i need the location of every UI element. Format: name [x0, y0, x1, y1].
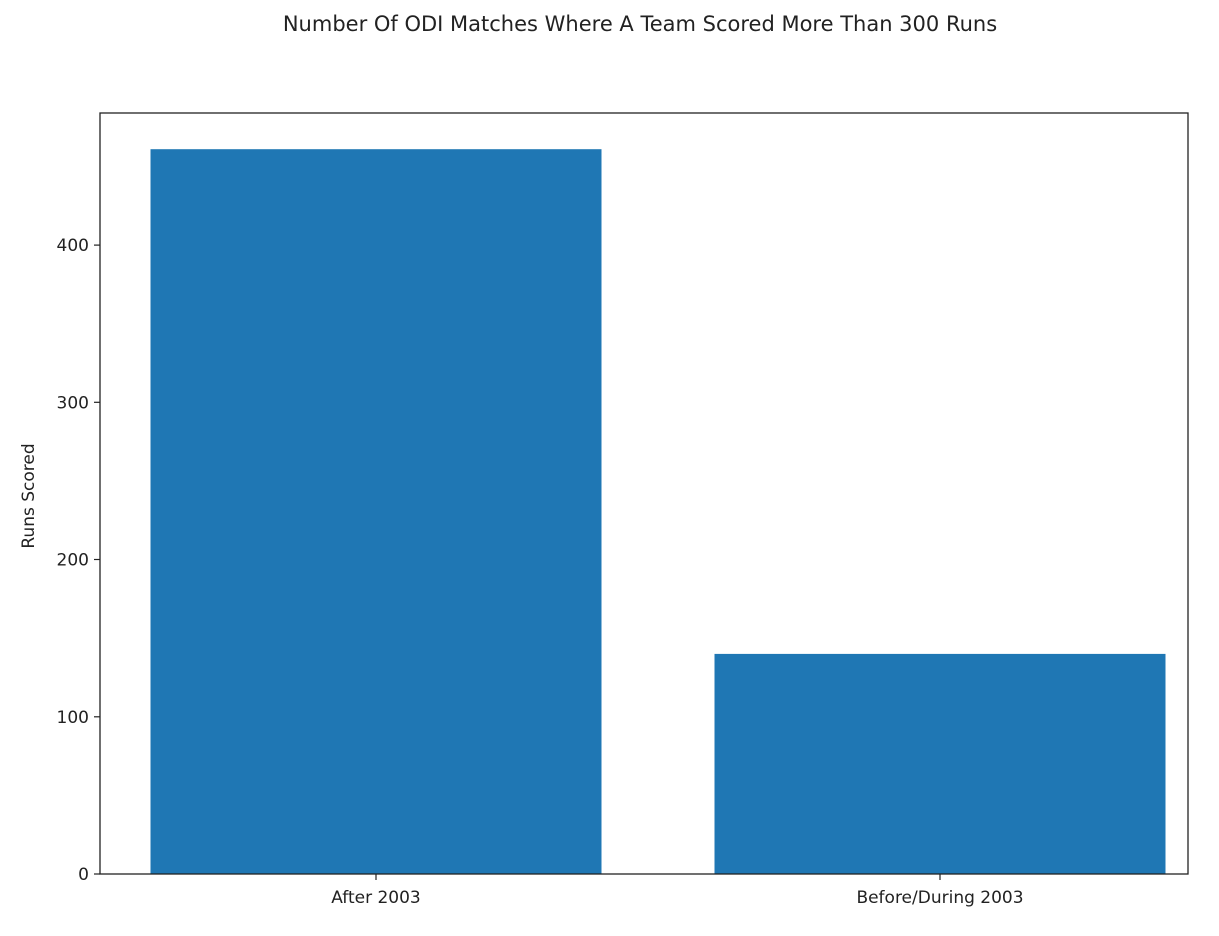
y-axis-ticks: 0 100 200 300 400 [57, 236, 100, 885]
y-tick-label-1: 100 [57, 708, 89, 728]
x-axis-ticks: After 2003 Before/During 2003 [331, 874, 1024, 908]
x-tick-label-0: After 2003 [331, 888, 421, 908]
y-tick-label-3: 300 [57, 393, 89, 413]
y-tick-label-4: 400 [57, 236, 89, 256]
x-tick-label-1: Before/During 2003 [856, 888, 1023, 908]
chart-title: Number Of ODI Matches Where A Team Score… [283, 12, 997, 36]
y-tick-label-2: 200 [57, 551, 89, 571]
bar-0 [150, 149, 602, 874]
plot-frame [99, 112, 1189, 875]
y-axis-label: Runs Scored [19, 443, 39, 548]
bar-1 [714, 653, 1166, 874]
bars-group [150, 149, 1166, 874]
y-tick-label-0: 0 [78, 865, 89, 885]
